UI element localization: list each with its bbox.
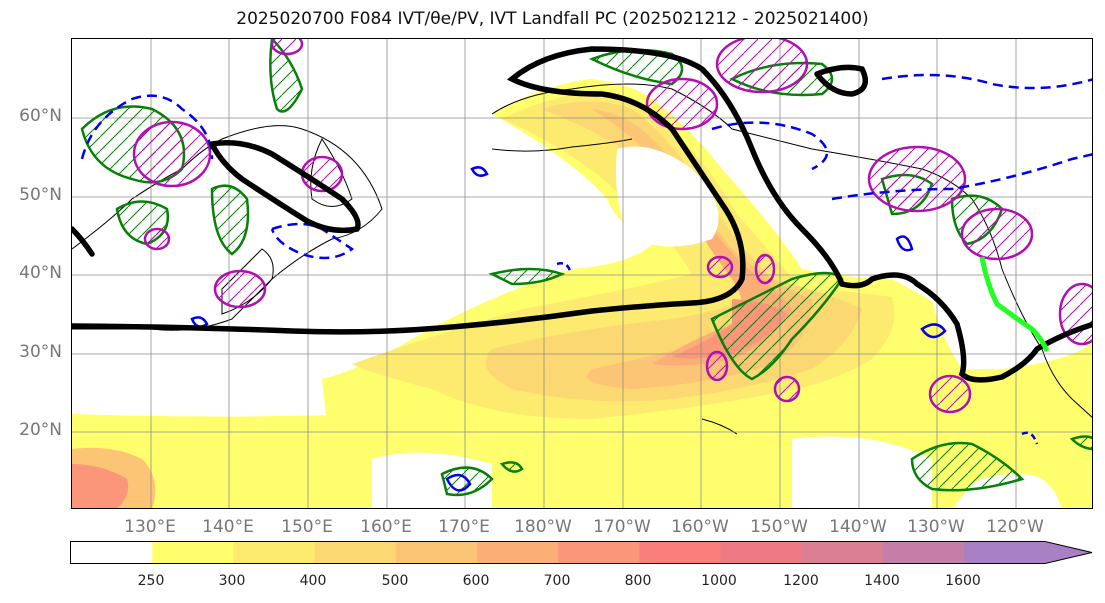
colorbar-segment	[233, 542, 316, 563]
alaska-coast	[491, 83, 1092, 418]
pv-contour	[132, 120, 212, 188]
theta-e-contour-edge	[72, 226, 95, 257]
theta-e-contour-asia	[209, 140, 361, 234]
colorbar-tick: 500	[381, 573, 409, 589]
lon-label: 170°E	[438, 517, 490, 537]
colorbar-tick: 1000	[701, 573, 737, 589]
colorbar-segment	[558, 542, 640, 563]
lat-label: 50°N	[19, 185, 62, 205]
colorbar-tick: 800	[624, 573, 652, 589]
lon-label: 160°W	[671, 517, 729, 537]
colorbar-tick: 400	[299, 573, 327, 589]
green-contour	[710, 271, 844, 381]
pv-contour	[270, 39, 304, 56]
pv-contour	[715, 39, 809, 94]
green-contour	[488, 267, 566, 286]
pv-neg-contour	[831, 153, 1092, 201]
colorbar-tick: 1400	[864, 573, 900, 589]
lat-label: 30°N	[19, 342, 62, 362]
lon-label: 150°E	[281, 517, 333, 537]
lon-label: 180°W	[514, 517, 572, 537]
lon-label: 150°W	[750, 517, 808, 537]
theta-e-contours	[72, 46, 1092, 383]
colorbar-tick: 1600	[945, 573, 981, 589]
lon-label: 140°W	[829, 517, 887, 537]
green-contour	[210, 184, 250, 256]
pv-neg-contour	[80, 94, 214, 160]
pv-contour	[143, 227, 171, 251]
lat-label: 20°N	[19, 420, 62, 440]
pv-neg-contour	[1021, 431, 1039, 445]
ivt-sw-core-2	[72, 464, 129, 508]
pv-positive-contours	[132, 39, 1092, 414]
figure-title: 2025020700 F084 IVT/θe/PV, IVT Landfall …	[236, 9, 869, 29]
colorbar-segment	[314, 542, 397, 563]
pv-neg-contour	[895, 235, 914, 252]
pv-contour	[213, 269, 267, 309]
colorbar-tick: 300	[218, 573, 246, 589]
green-contour	[269, 39, 304, 113]
pv-contour	[773, 375, 801, 403]
pv-contour	[705, 350, 729, 382]
lon-label: 160°E	[360, 517, 412, 537]
colorbar-tick: 600	[462, 573, 490, 589]
pv-neg-contour	[920, 323, 947, 339]
colorbar-segment	[71, 542, 153, 563]
lon-label: 130°E	[124, 517, 176, 537]
colorbar-segment	[964, 542, 1092, 563]
map-panel	[71, 38, 1093, 509]
lon-label: 120°W	[986, 517, 1044, 537]
landfall-pc-line	[979, 256, 1050, 352]
colorbar-segment	[152, 542, 234, 563]
colorbar-segments	[71, 542, 1092, 563]
lon-label: 140°E	[202, 517, 254, 537]
green-contour	[499, 461, 524, 473]
lon-label: 170°W	[593, 517, 651, 537]
pv-neg-contour	[445, 473, 472, 492]
aleutians	[491, 138, 633, 152]
colorbar-tick: 1200	[783, 573, 819, 589]
pv-contour	[754, 253, 776, 285]
pv-neg-contour	[881, 73, 1092, 90]
ivt-clear-1	[616, 146, 719, 247]
theta-e-contour-loop	[814, 64, 869, 97]
pv-neg-contour	[190, 316, 209, 328]
pv-contour	[928, 374, 972, 414]
pv-contour	[645, 77, 719, 131]
pv-contour	[867, 145, 967, 213]
colorbar-tick: 700	[543, 573, 571, 589]
colorbar-outline	[70, 541, 1093, 564]
colorbar-segment	[801, 542, 884, 563]
pv-neg-contour	[470, 166, 489, 177]
colorbar-segment	[720, 542, 803, 563]
pv-contour	[706, 255, 734, 279]
lat-label: 40°N	[19, 263, 62, 283]
green-contour	[1069, 435, 1092, 451]
ivt-clear-2	[792, 436, 932, 508]
colorbar-segment	[883, 542, 965, 563]
lat-label: 60°N	[19, 106, 62, 126]
colorbar	[70, 540, 1100, 574]
lon-label: 130°W	[907, 517, 965, 537]
pv-neg-contour	[711, 121, 829, 171]
colorbar-segment	[477, 542, 559, 563]
pv-neg-contour	[556, 262, 572, 272]
colorbar-segment	[395, 542, 478, 563]
colorbar-segment	[639, 542, 722, 563]
colorbar-tick: 250	[137, 573, 165, 589]
green-contour	[910, 441, 1025, 492]
pv-contour	[960, 207, 1034, 261]
theta-e-contour	[72, 46, 1092, 383]
